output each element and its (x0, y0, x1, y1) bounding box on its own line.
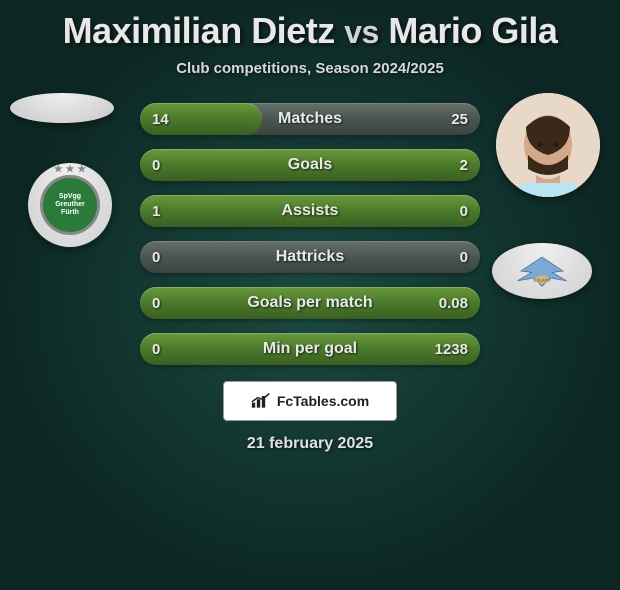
club2-eagle-icon: S.S.LAZIO (507, 251, 577, 291)
brand-chart-icon (251, 392, 271, 410)
player1-club-badge: SpVgg Greuther Fürth (28, 163, 112, 247)
stat-label: Goals (140, 156, 480, 174)
stat-row: 0Goals per match0.08 (140, 287, 480, 319)
stat-value-right: 1238 (435, 341, 468, 358)
date-text: 21 february 2025 (0, 435, 620, 453)
player2-face (496, 93, 600, 197)
player2-club-badge: S.S.LAZIO (492, 243, 592, 299)
stat-value-right: 0 (460, 203, 468, 220)
stat-label: Hattricks (140, 248, 480, 266)
face-icon (508, 107, 588, 197)
player2-avatar (496, 93, 600, 197)
player1-avatar (10, 93, 114, 123)
player1-name: Maximilian Dietz (63, 10, 335, 51)
stats-container: SpVgg Greuther Fürth S.S.LAZIO 14Matches… (0, 103, 620, 365)
svg-text:S.S.LAZIO: S.S.LAZIO (533, 279, 550, 283)
club1-badge-text: SpVgg Greuther Fürth (55, 193, 85, 216)
stat-row: 0Goals2 (140, 149, 480, 181)
comparison-title: Maximilian Dietz vs Mario Gila (0, 10, 620, 52)
stat-row: 1Assists0 (140, 195, 480, 227)
stat-row: 0Min per goal1238 (140, 333, 480, 365)
player2-name: Mario Gila (388, 10, 557, 51)
stat-value-right: 25 (451, 111, 468, 128)
stat-label: Goals per match (140, 294, 480, 312)
stat-value-right: 2 (460, 157, 468, 174)
vs-text: vs (344, 14, 379, 50)
subtitle-text: Club competitions, Season 2024/2025 (0, 60, 620, 77)
stat-value-right: 0.08 (439, 295, 468, 312)
club1-badge-icon: SpVgg Greuther Fürth (40, 175, 100, 235)
stat-label: Matches (140, 110, 480, 128)
brand-text: FcTables.com (277, 393, 369, 409)
brand-badge: FcTables.com (223, 381, 397, 421)
stat-row: 0Hattricks0 (140, 241, 480, 273)
stat-row: 14Matches25 (140, 103, 480, 135)
stat-label: Assists (140, 202, 480, 220)
stat-label: Min per goal (140, 340, 480, 358)
stat-value-right: 0 (460, 249, 468, 266)
